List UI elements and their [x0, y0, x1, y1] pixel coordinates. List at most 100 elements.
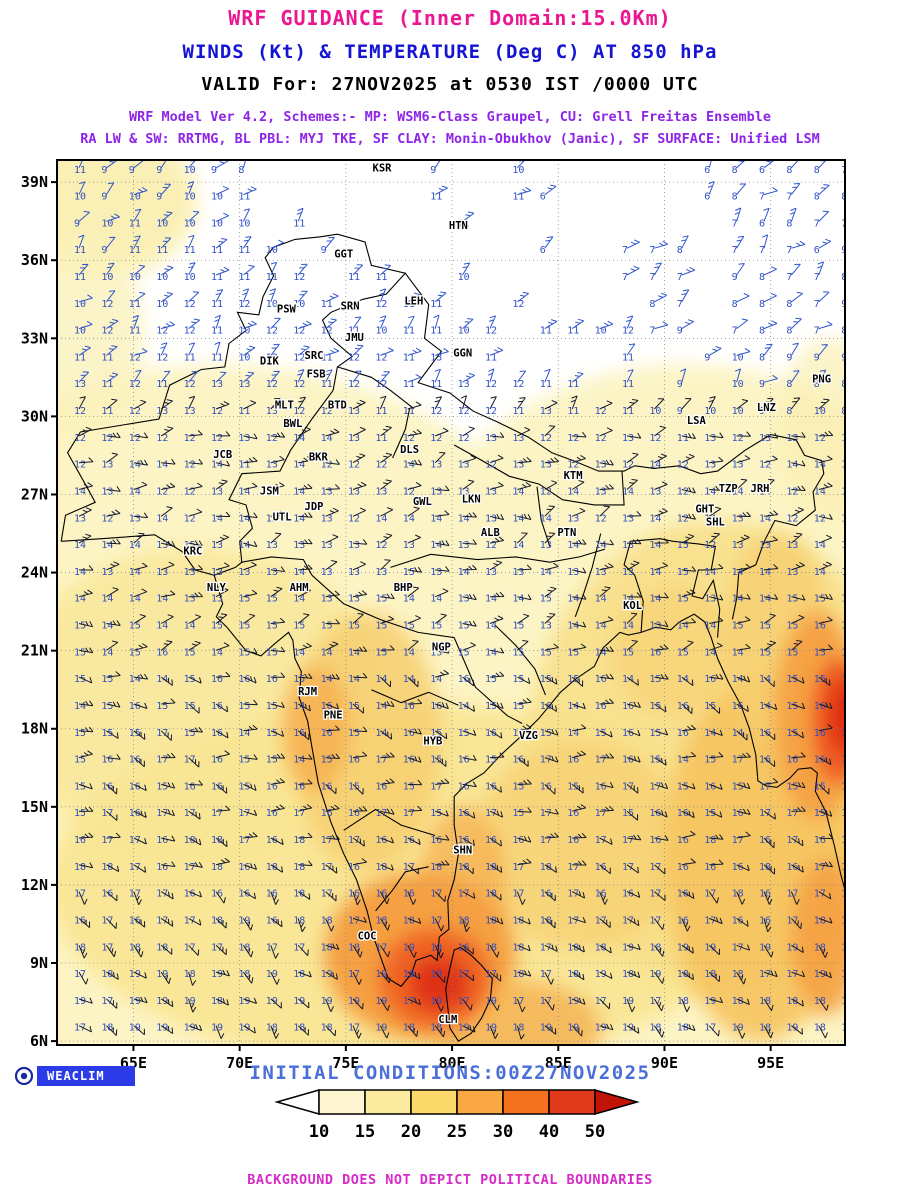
svg-text:12: 12: [266, 352, 278, 363]
svg-text:HTN: HTN: [449, 220, 468, 232]
svg-text:13: 13: [101, 567, 113, 578]
svg-text:16: 16: [403, 701, 415, 712]
svg-text:9: 9: [156, 192, 162, 203]
svg-text:12: 12: [375, 379, 387, 390]
svg-text:15: 15: [266, 594, 278, 605]
svg-text:7: 7: [759, 192, 765, 203]
svg-text:16: 16: [704, 674, 716, 685]
svg-text:13: 13: [458, 487, 470, 498]
svg-text:14: 14: [595, 647, 607, 658]
svg-text:12: 12: [184, 460, 196, 471]
svg-text:10: 10: [732, 406, 744, 417]
svg-text:13: 13: [156, 406, 168, 417]
svg-text:12: 12: [430, 433, 442, 444]
svg-text:8: 8: [759, 326, 765, 337]
svg-text:80E: 80E: [439, 1054, 466, 1072]
svg-text:11: 11: [403, 299, 415, 310]
svg-text:18: 18: [841, 1023, 853, 1034]
svg-text:18: 18: [403, 969, 415, 980]
svg-text:COC: COC: [358, 931, 377, 943]
svg-text:13: 13: [321, 513, 333, 524]
svg-text:17: 17: [786, 915, 798, 926]
svg-text:16: 16: [211, 755, 223, 766]
svg-text:16: 16: [595, 781, 607, 792]
svg-text:10: 10: [74, 192, 86, 203]
svg-text:16: 16: [759, 835, 771, 846]
svg-text:9: 9: [677, 379, 683, 390]
svg-text:16: 16: [622, 755, 634, 766]
svg-text:15: 15: [348, 621, 360, 632]
svg-text:17: 17: [184, 808, 196, 819]
svg-text:11: 11: [156, 379, 168, 390]
svg-text:15: 15: [266, 755, 278, 766]
svg-text:70E: 70E: [226, 1054, 253, 1072]
svg-text:17: 17: [375, 808, 387, 819]
svg-text:13: 13: [321, 487, 333, 498]
svg-text:15: 15: [238, 594, 250, 605]
svg-text:16: 16: [184, 889, 196, 900]
svg-text:9: 9: [101, 165, 107, 176]
svg-text:16: 16: [485, 835, 497, 846]
svg-text:10: 10: [266, 299, 278, 310]
svg-text:19: 19: [74, 996, 86, 1007]
svg-text:12: 12: [184, 487, 196, 498]
svg-text:PTN: PTN: [557, 527, 576, 539]
svg-text:8: 8: [649, 299, 655, 310]
svg-text:11: 11: [238, 245, 250, 256]
svg-text:13: 13: [211, 567, 223, 578]
svg-text:12: 12: [238, 299, 250, 310]
svg-text:15: 15: [704, 755, 716, 766]
svg-text:16: 16: [348, 755, 360, 766]
svg-text:15: 15: [74, 781, 86, 792]
svg-text:12: 12: [129, 433, 141, 444]
svg-text:12: 12: [156, 433, 168, 444]
svg-text:11: 11: [622, 379, 634, 390]
svg-text:15: 15: [677, 567, 689, 578]
svg-text:15: 15: [238, 755, 250, 766]
svg-text:11: 11: [430, 299, 442, 310]
svg-text:14: 14: [704, 647, 716, 658]
svg-text:13: 13: [622, 433, 634, 444]
svg-text:18: 18: [184, 835, 196, 846]
svg-text:11: 11: [375, 433, 387, 444]
svg-text:14: 14: [595, 594, 607, 605]
svg-text:15: 15: [677, 540, 689, 551]
svg-text:17: 17: [841, 808, 853, 819]
svg-text:17: 17: [430, 889, 442, 900]
svg-text:14: 14: [293, 433, 305, 444]
svg-text:14: 14: [732, 647, 744, 658]
svg-text:11: 11: [74, 245, 86, 256]
svg-text:18: 18: [403, 1023, 415, 1034]
svg-text:14: 14: [704, 567, 716, 578]
svg-text:18: 18: [704, 835, 716, 846]
svg-text:14: 14: [430, 594, 442, 605]
svg-text:14: 14: [74, 701, 86, 712]
svg-text:12: 12: [595, 406, 607, 417]
svg-text:SHL: SHL: [706, 517, 725, 529]
svg-text:15: 15: [321, 755, 333, 766]
svg-text:15: 15: [184, 647, 196, 658]
svg-text:15: 15: [74, 647, 86, 658]
svg-text:RJM: RJM: [298, 686, 317, 698]
svg-text:10: 10: [238, 352, 250, 363]
svg-text:16: 16: [211, 889, 223, 900]
svg-text:14: 14: [759, 487, 771, 498]
svg-text:16: 16: [156, 647, 168, 658]
svg-text:14: 14: [622, 594, 634, 605]
svg-text:12: 12: [540, 433, 552, 444]
svg-text:18: 18: [375, 862, 387, 873]
svg-text:15: 15: [732, 621, 744, 632]
svg-text:16: 16: [732, 701, 744, 712]
svg-text:12: 12: [814, 433, 826, 444]
svg-text:13: 13: [732, 540, 744, 551]
svg-text:19: 19: [184, 1023, 196, 1034]
svg-text:11: 11: [266, 272, 278, 283]
svg-text:14: 14: [293, 487, 305, 498]
svg-text:15: 15: [512, 621, 524, 632]
svg-text:30: 30: [493, 1122, 513, 1142]
svg-text:14: 14: [567, 621, 579, 632]
svg-text:18: 18: [211, 996, 223, 1007]
svg-text:11: 11: [211, 245, 223, 256]
svg-text:17: 17: [74, 1023, 86, 1034]
svg-text:13: 13: [704, 594, 716, 605]
